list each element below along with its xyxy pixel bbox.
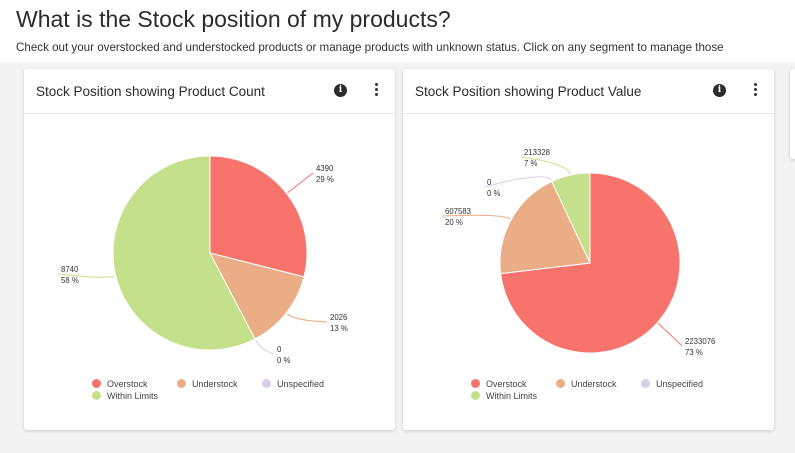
- info-icon[interactable]: i: [334, 84, 347, 97]
- slice-percent-label: 0 %: [277, 356, 291, 365]
- slice-connector-line: [520, 156, 571, 175]
- legend-swatch: [471, 379, 480, 388]
- legend-item-within-limits[interactable]: Within Limits: [471, 391, 537, 401]
- card-header: Stock Position showing Product Count i: [24, 69, 395, 114]
- page-title: What is the Stock position of my product…: [16, 6, 451, 32]
- legend-label: Overstock: [486, 379, 527, 389]
- slice-connector-line: [657, 323, 683, 347]
- slice-value-label: 607583: [445, 207, 471, 216]
- next-card-edge: [790, 69, 795, 159]
- slice-percent-label: 73 %: [685, 348, 703, 357]
- slice-connector-line: [441, 214, 511, 220]
- legend-item-within-limits[interactable]: Within Limits: [92, 391, 158, 401]
- slice-value-label: 0: [277, 345, 282, 354]
- slice-percent-label: 20 %: [445, 218, 463, 227]
- slice-connector-line: [57, 273, 115, 278]
- legend-item-understock[interactable]: Understock: [177, 379, 238, 389]
- slice-connector-line: [254, 339, 275, 355]
- product-count-card: Stock Position showing Product Count i 4…: [24, 69, 395, 430]
- legend-swatch: [556, 379, 565, 388]
- legend-swatch: [92, 391, 101, 400]
- kebab-menu-icon[interactable]: [371, 82, 381, 98]
- slice-value-label: 213328: [524, 148, 550, 157]
- slice-percent-label: 13 %: [330, 324, 348, 333]
- legend-swatch: [262, 379, 271, 388]
- legend-swatch: [177, 379, 186, 388]
- legend-item-overstock[interactable]: Overstock: [92, 379, 148, 389]
- kebab-menu-icon[interactable]: [750, 82, 760, 98]
- pie-slice-understock[interactable]: [499, 180, 591, 275]
- legend-label: Unspecified: [656, 379, 704, 389]
- legend-item-overstock[interactable]: Overstock: [471, 379, 527, 389]
- slice-connector-line: [483, 176, 552, 188]
- slice-connector-line: [287, 172, 314, 194]
- page-subtitle: Check out your overstocked and understoc…: [16, 41, 724, 54]
- product-count-pie-chart: 4390 29 % 2026 13 % 0 0 % 8740 58 %: [57, 155, 348, 365]
- chart-legend: Overstock Understock Unspecified Within …: [471, 379, 771, 419]
- card-title: Stock Position showing Product Count: [36, 84, 265, 99]
- legend-swatch: [92, 379, 101, 388]
- legend-label: Unspecified: [277, 379, 325, 389]
- pie-slice-understock[interactable]: [209, 252, 305, 340]
- legend-swatch: [471, 391, 480, 400]
- pie-slice-overstock[interactable]: [209, 155, 308, 278]
- legend-label: Understock: [571, 379, 617, 389]
- chart-legend: Overstock Understock Unspecified Within …: [92, 379, 392, 419]
- legend-item-unspecified[interactable]: Unspecified: [262, 379, 324, 389]
- pie-slice-within-limits[interactable]: [551, 172, 591, 264]
- slice-percent-label: 58 %: [61, 276, 79, 285]
- legend-label: Within Limits: [107, 391, 159, 401]
- legend-swatch: [641, 379, 650, 388]
- slice-value-label: 4390: [316, 164, 334, 173]
- slice-value-label: 2026: [330, 313, 347, 322]
- legend-label: Within Limits: [486, 391, 538, 401]
- card-title: Stock Position showing Product Value: [415, 84, 642, 99]
- slice-value-label: 8740: [61, 265, 79, 274]
- card-header: Stock Position showing Product Value i: [403, 69, 774, 114]
- product-value-card: Stock Position showing Product Value i 2…: [403, 69, 774, 430]
- slice-percent-label: 0 %: [487, 189, 501, 198]
- slice-value-label: 2233076: [685, 337, 715, 346]
- legend-item-understock[interactable]: Understock: [556, 379, 617, 389]
- slice-percent-label: 7 %: [524, 159, 538, 168]
- pie-slice-within-limits[interactable]: [112, 155, 256, 351]
- legend-item-unspecified[interactable]: Unspecified: [641, 379, 703, 389]
- slice-value-label: 0: [487, 178, 492, 187]
- slice-percent-label: 29 %: [316, 175, 334, 184]
- slice-connector-line: [286, 313, 328, 323]
- legend-label: Overstock: [107, 379, 148, 389]
- info-icon[interactable]: i: [713, 84, 726, 97]
- product-value-pie-chart: 2233076 73 % 607583 20 % 0 0 % 213328 7 %: [441, 148, 715, 357]
- legend-label: Understock: [192, 379, 238, 389]
